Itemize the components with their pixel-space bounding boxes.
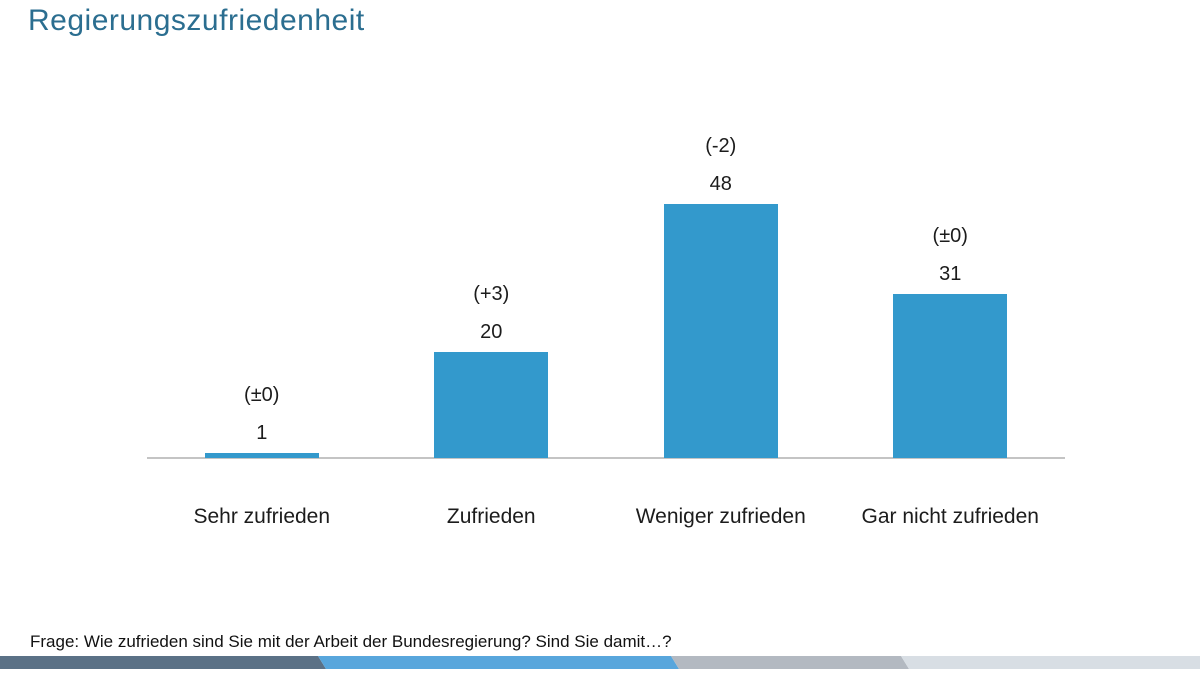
- stripe-segment-blue: [318, 656, 679, 669]
- category-label: Gar nicht zufrieden: [861, 505, 1039, 528]
- bar-4: [893, 294, 1008, 458]
- stripe-segment-light: [901, 656, 1200, 669]
- value-label: 31: [939, 263, 962, 285]
- value-label: 20: [480, 321, 503, 343]
- category-label: Zufrieden: [446, 505, 536, 528]
- stripe-segment-gray: [671, 656, 909, 669]
- page-title: Regierungszufriedenheit: [28, 4, 365, 37]
- decorative-stripe: [0, 656, 1200, 669]
- change-label: (-2): [705, 135, 737, 157]
- x-axis-line: [147, 457, 1065, 459]
- stripe-segment-dark: [0, 656, 326, 669]
- footer-question: Frage: Wie zufrieden sind Sie mit der Ar…: [30, 632, 672, 651]
- change-label: (±0): [244, 384, 280, 406]
- change-label: (±0): [932, 225, 968, 247]
- change-label: (+3): [473, 283, 510, 305]
- category-label: Sehr zufrieden: [193, 505, 331, 528]
- value-label: 1: [256, 422, 268, 444]
- bar-3: [663, 204, 778, 458]
- bar-1: [204, 453, 319, 458]
- category-label: Weniger zufrieden: [635, 505, 806, 528]
- value-label: 48: [709, 173, 732, 195]
- bar-2: [434, 352, 549, 458]
